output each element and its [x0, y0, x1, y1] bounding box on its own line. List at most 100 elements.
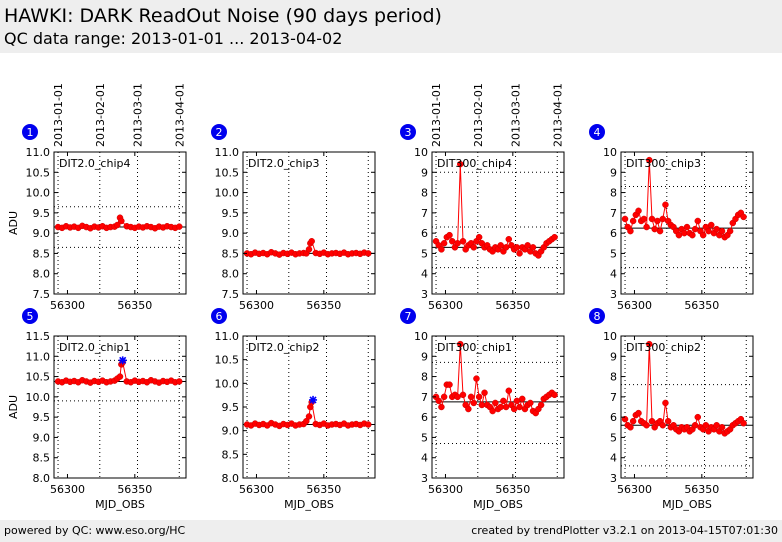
data-point — [492, 399, 499, 407]
data-point — [527, 399, 534, 407]
data-point — [481, 389, 488, 397]
panel-number-badge — [22, 124, 38, 140]
y-tick-label: 11.0 — [215, 330, 240, 343]
x-axis-label: MJD_OBS — [95, 498, 145, 511]
y-tick-label: 9.5 — [222, 207, 240, 220]
y-tick-label: 8.5 — [222, 247, 240, 260]
y-tick-label: 8.5 — [33, 452, 51, 465]
data-point — [467, 393, 475, 401]
data-point — [659, 215, 667, 223]
data-point — [662, 399, 669, 407]
data-point — [516, 250, 523, 257]
data-point — [726, 227, 734, 235]
y-tick-label: 7 — [610, 207, 617, 220]
panel-label: DIT300_chip2 — [626, 341, 701, 354]
page-title: HAWKI: DARK ReadOut Noise (90 days perio… — [4, 5, 442, 27]
panel-number: 8 — [594, 310, 601, 323]
y-tick-label: 9.0 — [222, 227, 240, 240]
data-point — [438, 403, 445, 411]
data-point — [448, 238, 456, 245]
y-tick-label: 4 — [421, 452, 428, 465]
data-point — [305, 246, 313, 253]
plot-frame — [53, 151, 187, 295]
data-point — [648, 417, 656, 425]
y-tick-label: 9 — [610, 350, 617, 363]
y-tick-label: 5 — [421, 431, 428, 444]
data-point — [689, 231, 696, 239]
x-tick-label: 56350 — [495, 483, 530, 496]
y-tick-label: 11.5 — [26, 330, 51, 343]
data-point — [308, 238, 315, 245]
y-tick-label: 7 — [421, 391, 428, 404]
data-point — [116, 373, 124, 380]
data-point — [440, 240, 448, 247]
data-point — [659, 422, 667, 429]
data-point — [694, 413, 702, 421]
data-point — [529, 244, 537, 251]
y-tick-label: 3 — [421, 472, 428, 485]
y-tick-label: 9.5 — [33, 411, 51, 424]
y-tick-label: 8 — [421, 187, 428, 200]
data-point — [459, 238, 467, 245]
plot-frame — [620, 335, 754, 479]
panel-number-badge — [589, 124, 605, 140]
data-point — [365, 250, 372, 257]
data-point — [621, 415, 629, 423]
plot-frame — [242, 151, 376, 295]
panel-number-badge — [400, 124, 416, 140]
header-bar: HAWKI: DARK ReadOut Noise (90 days perio… — [0, 0, 782, 53]
chart-panel-8: 3 4 5 6 7 8 9 10 56300 56350 DIT300_chip2 8 MJD_OBS — [589, 308, 754, 511]
panel-label: DIT2.0_chip2 — [248, 341, 319, 354]
x-axis-label: MJD_OBS — [473, 498, 523, 511]
x-tick-label: 56350 — [117, 483, 152, 496]
y-tick-label: 10.0 — [215, 377, 240, 390]
highlight-point — [118, 356, 127, 365]
data-point — [627, 424, 634, 431]
y-tick-label: 8 — [610, 187, 617, 200]
data-point — [702, 422, 710, 429]
x-tick-label: 56350 — [306, 483, 341, 496]
data-point — [664, 417, 672, 425]
data-point — [681, 229, 688, 237]
data-point — [478, 401, 486, 409]
data-point — [513, 397, 521, 405]
chart-panel-5: 8.0 8.5 9.0 9.5 10.0 10.5 11.0 11.5 56300 56350 DI… — [7, 308, 187, 511]
data-point — [459, 391, 467, 399]
x-tick-label: 56300 — [617, 483, 652, 496]
data-point — [629, 217, 637, 225]
y-tick-label: 10.5 — [215, 166, 240, 179]
data-point — [489, 407, 496, 415]
date-tick-label: 2013-01-01 — [52, 83, 65, 147]
x-tick-label: 56300 — [50, 299, 85, 312]
y-tick-label: 8.0 — [33, 472, 51, 485]
y-tick-label: 6 — [610, 411, 617, 424]
x-tick-label: 56350 — [684, 299, 719, 312]
panel-number: 7 — [405, 310, 412, 323]
panel-number: 5 — [27, 310, 34, 323]
panel-number: 6 — [216, 310, 223, 323]
y-tick-label: 10.0 — [215, 187, 240, 200]
data-point — [457, 160, 464, 168]
data-point — [656, 227, 664, 235]
data-point — [675, 231, 683, 239]
y-tick-label: 4 — [610, 452, 617, 465]
data-point — [457, 340, 464, 348]
data-point — [305, 413, 313, 420]
y-tick-label: 9.0 — [33, 431, 51, 444]
panel-number-badge — [589, 308, 605, 324]
footer-credit: powered by QC: www.eso.org/HC — [4, 524, 186, 537]
data-point — [176, 223, 183, 230]
data-point — [454, 240, 461, 247]
data-point — [465, 405, 472, 413]
y-tick-label: 8.0 — [222, 472, 240, 485]
y-tick-label: 6 — [421, 411, 428, 424]
panel-label: DIT2.0_chip3 — [248, 157, 319, 170]
data-point — [713, 422, 720, 429]
y-tick-label: 7.5 — [222, 288, 240, 301]
plot-frame — [53, 335, 187, 479]
data-point — [551, 391, 558, 399]
y-tick-label: 9.0 — [33, 227, 51, 240]
chart-panel-2: 7.5 8.0 8.5 9.0 9.5 10.0 10.5 11.0 56300 56350 DIT… — [211, 124, 376, 312]
y-tick-label: 7 — [421, 207, 428, 220]
data-point — [505, 235, 513, 243]
